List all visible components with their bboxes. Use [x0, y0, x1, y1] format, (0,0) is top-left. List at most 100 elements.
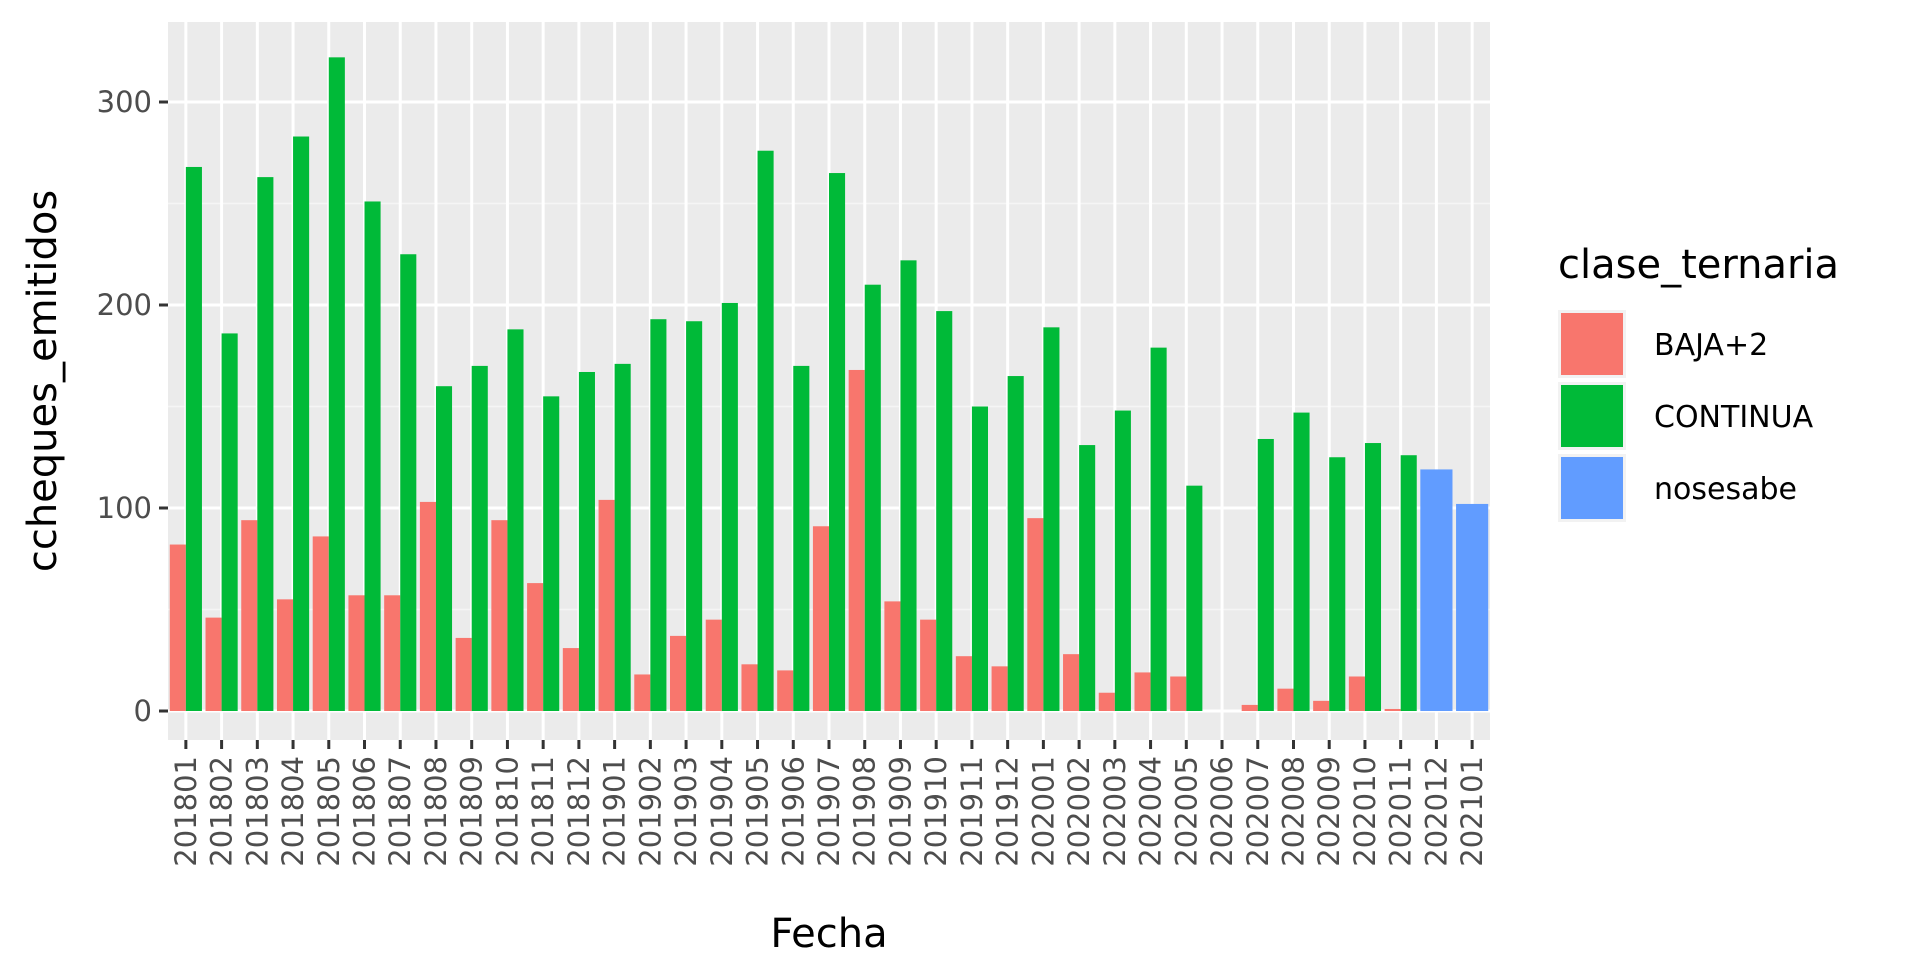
bar: [1364, 443, 1382, 711]
bar: [578, 371, 595, 711]
x-tick-label: 202101: [1455, 756, 1489, 867]
bar: [1098, 692, 1115, 711]
bar: [1241, 704, 1258, 711]
bar: [257, 177, 274, 712]
bar: [348, 595, 365, 711]
bar: [1170, 676, 1187, 711]
bar: [829, 173, 846, 712]
x-tick-label: 201801: [169, 756, 203, 867]
bar: [864, 284, 881, 711]
bar: [705, 619, 722, 711]
bar: [1134, 672, 1151, 711]
bar: [634, 674, 651, 711]
bar: [543, 396, 560, 711]
x-axis: 201801 201802 201803 201804 201805 201806 2018…: [169, 740, 1489, 867]
bar: [884, 601, 901, 711]
x-tick-label: 201806: [348, 756, 382, 867]
legend-label: BAJA+2: [1654, 328, 1768, 363]
y-tick-label: 100: [97, 491, 152, 525]
x-tick-label: 201903: [669, 756, 703, 867]
x-tick-label: 202006: [1205, 756, 1239, 867]
legend: clase_ternaria BAJA+2 CONTINUA nosesabe: [1558, 242, 1839, 522]
x-tick-label: 202011: [1384, 756, 1418, 867]
x-tick-label: 201807: [383, 756, 417, 867]
legend-label: nosesabe: [1654, 472, 1797, 507]
x-tick-label: 202005: [1169, 756, 1203, 867]
bar: [400, 254, 417, 711]
bar: [848, 369, 865, 711]
y-axis-title: ccheques_emitidos: [20, 190, 66, 572]
bar: [812, 526, 829, 711]
x-tick-label: 201904: [705, 756, 739, 867]
x-tick-label: 202012: [1419, 756, 1453, 867]
legend-swatch: [1561, 313, 1623, 375]
bar: [1456, 503, 1489, 711]
bar: [1277, 688, 1294, 711]
bar: [1150, 347, 1167, 711]
bar: [185, 166, 202, 711]
bar: [205, 617, 222, 711]
x-tick-label: 201906: [776, 756, 810, 867]
x-tick-label: 201905: [741, 756, 775, 867]
bars: [169, 57, 1489, 712]
bar: [1257, 438, 1274, 711]
bar: [1384, 708, 1401, 711]
bar: [241, 520, 258, 711]
x-tick-label: 202009: [1312, 756, 1346, 867]
bar: [686, 321, 703, 711]
x-tick-label: 201811: [526, 756, 560, 867]
x-tick-label: 201810: [490, 756, 524, 867]
bar: [793, 365, 810, 711]
bar: [670, 635, 687, 711]
bar: [293, 136, 310, 711]
bar: [1329, 457, 1346, 711]
x-tick-label: 201809: [455, 756, 489, 867]
bar: [721, 302, 738, 711]
bar: [1063, 654, 1080, 711]
x-tick-label: 201902: [633, 756, 667, 867]
bar: [1079, 445, 1096, 711]
bar: [650, 319, 667, 711]
bar: [1400, 455, 1417, 711]
bar: [614, 363, 631, 711]
x-tick-label: 201910: [919, 756, 953, 867]
bar: [1420, 469, 1453, 711]
bar: [562, 648, 579, 711]
bar: [328, 57, 345, 711]
bar: [384, 595, 401, 711]
bar: [471, 365, 488, 711]
x-tick-label: 201901: [598, 756, 632, 867]
bar: [955, 656, 972, 711]
bar: [364, 201, 381, 711]
bar: [991, 666, 1008, 711]
x-tick-label: 201812: [562, 756, 596, 867]
bar: [1114, 410, 1131, 711]
bar: [491, 520, 508, 711]
bar: [777, 670, 794, 711]
x-tick-label: 201912: [991, 756, 1025, 867]
y-tick-label: 300: [97, 85, 152, 119]
legend-swatch: [1561, 457, 1623, 519]
bar: [312, 536, 329, 711]
bar: [936, 311, 953, 711]
x-tick-label: 202003: [1098, 756, 1132, 867]
bar: [1043, 327, 1060, 711]
x-axis-title: Fecha: [770, 911, 887, 957]
x-tick-label: 201911: [955, 756, 989, 867]
bar: [598, 499, 615, 711]
legend-label: CONTINUA: [1654, 400, 1814, 435]
x-tick-label: 201803: [240, 756, 274, 867]
bar: [900, 260, 917, 711]
y-axis: 0 100 200 300: [97, 85, 168, 728]
x-tick-label: 201907: [812, 756, 846, 867]
bar: [419, 501, 436, 711]
x-tick-label: 201805: [312, 756, 346, 867]
y-tick-label: 200: [97, 288, 152, 322]
bar: [920, 619, 937, 711]
bar: [455, 637, 472, 711]
bar: [435, 386, 453, 711]
x-tick-label: 202007: [1241, 756, 1275, 867]
x-tick-label: 202002: [1062, 756, 1096, 867]
bar: [741, 664, 758, 711]
